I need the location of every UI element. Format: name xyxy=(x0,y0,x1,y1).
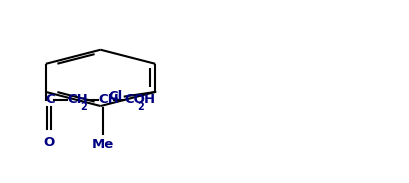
Text: CH: CH xyxy=(67,93,88,106)
Text: 2: 2 xyxy=(81,102,87,112)
Text: H: H xyxy=(143,93,154,106)
Text: O: O xyxy=(43,136,55,149)
Text: Me: Me xyxy=(92,138,114,151)
Text: CH: CH xyxy=(98,93,119,106)
Text: CO: CO xyxy=(124,93,145,106)
Text: C: C xyxy=(46,93,56,106)
Text: 2: 2 xyxy=(137,102,144,112)
Text: Cl: Cl xyxy=(109,90,123,103)
